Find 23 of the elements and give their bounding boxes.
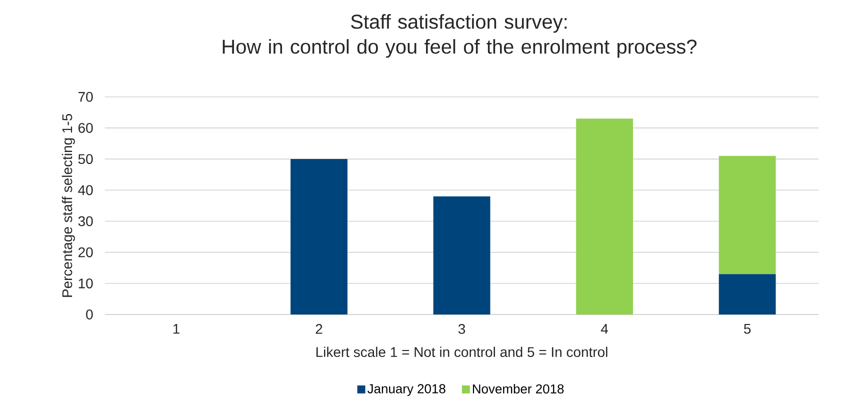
y-tick-label: 10 bbox=[78, 278, 93, 288]
legend-label: January 2018 bbox=[367, 384, 446, 396]
x-tick-label: 2 bbox=[316, 324, 322, 334]
bar bbox=[576, 118, 633, 314]
y-tick-label: 60 bbox=[78, 122, 93, 133]
y-axis-title: Percentage staff selecting 1-5 bbox=[62, 114, 75, 297]
bar bbox=[290, 158, 348, 314]
x-axis-title: Likert scale 1 = Not in control and 5 = In control bbox=[316, 346, 608, 357]
x-tick-label: 4 bbox=[600, 324, 608, 334]
y-tick-label: 20 bbox=[78, 247, 93, 258]
bar bbox=[433, 196, 490, 314]
y-tick-label: 30 bbox=[78, 216, 93, 226]
y-tick-label: 50 bbox=[78, 154, 93, 164]
bar bbox=[718, 274, 776, 314]
y-tick-label: 70 bbox=[78, 92, 93, 102]
y-tick-label: 0 bbox=[86, 309, 93, 320]
x-tick-label: 5 bbox=[744, 324, 751, 334]
y-tick-label: 40 bbox=[78, 185, 93, 195]
chart-title: Staff satisfaction survey: How in control do you feel of the enrolment process? bbox=[222, 14, 697, 58]
x-tick-label: 1 bbox=[173, 324, 180, 334]
bar bbox=[718, 156, 776, 274]
x-tick-label: 3 bbox=[458, 324, 466, 334]
legend-label: November 2018 bbox=[472, 384, 564, 394]
